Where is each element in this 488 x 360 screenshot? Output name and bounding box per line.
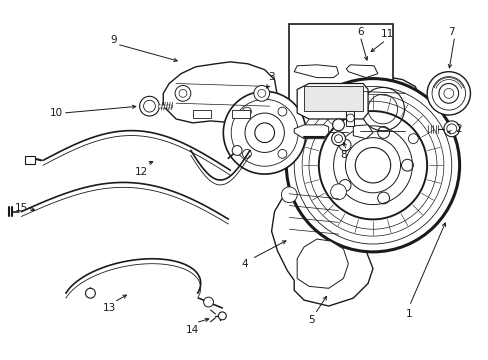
Circle shape <box>332 119 344 131</box>
Text: 9: 9 <box>110 35 117 45</box>
Bar <box>346 111 353 126</box>
Circle shape <box>331 132 345 145</box>
Text: 1: 1 <box>405 309 412 319</box>
Circle shape <box>281 187 297 203</box>
Text: 15: 15 <box>15 203 28 212</box>
Polygon shape <box>294 65 338 78</box>
Polygon shape <box>297 239 347 288</box>
Circle shape <box>140 96 159 116</box>
Text: 2: 2 <box>454 124 461 134</box>
Polygon shape <box>346 65 377 78</box>
Circle shape <box>253 85 269 101</box>
Circle shape <box>223 91 305 174</box>
Circle shape <box>426 72 469 115</box>
Circle shape <box>443 121 459 137</box>
Polygon shape <box>349 77 424 152</box>
Bar <box>192 110 210 118</box>
Polygon shape <box>297 84 367 119</box>
Text: 11: 11 <box>380 29 394 39</box>
Bar <box>304 86 363 111</box>
Text: 3: 3 <box>268 72 274 82</box>
Text: 8: 8 <box>340 150 346 161</box>
Text: 5: 5 <box>308 315 315 325</box>
Polygon shape <box>163 62 277 123</box>
Circle shape <box>85 288 95 298</box>
Polygon shape <box>352 125 372 139</box>
Text: 14: 14 <box>186 325 199 335</box>
Circle shape <box>175 85 190 101</box>
Circle shape <box>330 184 346 200</box>
Bar <box>232 110 249 118</box>
Polygon shape <box>271 175 372 306</box>
Text: 7: 7 <box>447 27 454 37</box>
Bar <box>25 156 35 164</box>
Text: 4: 4 <box>241 259 248 269</box>
Text: 13: 13 <box>102 303 116 313</box>
Bar <box>289 24 392 141</box>
Circle shape <box>218 312 226 320</box>
Text: 12: 12 <box>135 167 148 177</box>
Text: 10: 10 <box>49 108 62 118</box>
Circle shape <box>286 78 459 252</box>
Circle shape <box>232 145 242 156</box>
Circle shape <box>203 297 213 307</box>
Text: 6: 6 <box>356 27 363 37</box>
Polygon shape <box>294 125 328 139</box>
